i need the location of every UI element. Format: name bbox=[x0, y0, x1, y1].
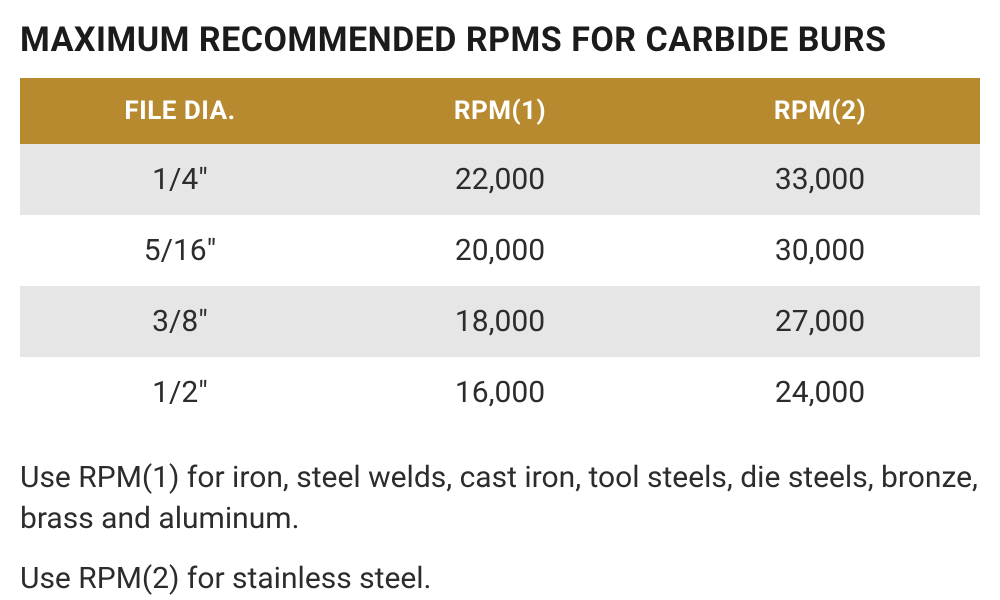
cell-rpm1: 18,000 bbox=[340, 286, 660, 357]
notes-block: Use RPM(1) for iron, steel welds, cast i… bbox=[20, 458, 980, 600]
table-row: 3/8" 18,000 27,000 bbox=[20, 286, 980, 357]
table-row: 5/16" 20,000 30,000 bbox=[20, 215, 980, 286]
col-file-dia: FILE DIA. bbox=[20, 78, 340, 144]
table-header-row: FILE DIA. RPM(1) RPM(2) bbox=[20, 78, 980, 144]
cell-dia: 1/2" bbox=[20, 357, 340, 428]
cell-rpm2: 33,000 bbox=[660, 144, 980, 215]
rpm-table: FILE DIA. RPM(1) RPM(2) 1/4" 22,000 33,0… bbox=[20, 78, 980, 428]
cell-rpm2: 27,000 bbox=[660, 286, 980, 357]
cell-rpm2: 24,000 bbox=[660, 357, 980, 428]
cell-dia: 3/8" bbox=[20, 286, 340, 357]
table-row: 1/2" 16,000 24,000 bbox=[20, 357, 980, 428]
table-row: 1/4" 22,000 33,000 bbox=[20, 144, 980, 215]
cell-rpm1: 16,000 bbox=[340, 357, 660, 428]
cell-dia: 5/16" bbox=[20, 215, 340, 286]
note-rpm2: Use RPM(2) for stainless steel. bbox=[20, 559, 980, 600]
cell-rpm1: 20,000 bbox=[340, 215, 660, 286]
col-rpm1: RPM(1) bbox=[340, 78, 660, 144]
col-rpm2: RPM(2) bbox=[660, 78, 980, 144]
note-rpm1: Use RPM(1) for iron, steel welds, cast i… bbox=[20, 458, 980, 539]
cell-rpm2: 30,000 bbox=[660, 215, 980, 286]
cell-dia: 1/4" bbox=[20, 144, 340, 215]
page-title: MAXIMUM RECOMMENDED RPMS FOR CARBIDE BUR… bbox=[20, 20, 980, 60]
cell-rpm1: 22,000 bbox=[340, 144, 660, 215]
